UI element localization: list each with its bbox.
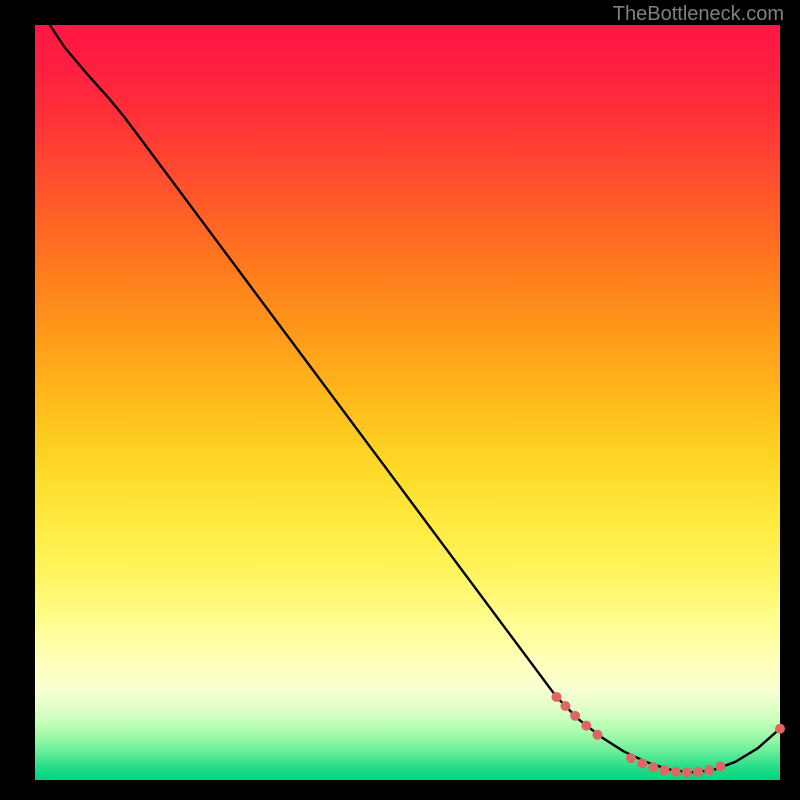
data-marker xyxy=(660,765,670,775)
data-marker xyxy=(715,761,725,771)
data-marker xyxy=(775,724,785,734)
data-marker xyxy=(704,765,714,775)
data-marker xyxy=(626,753,636,763)
data-marker xyxy=(648,762,658,772)
data-marker xyxy=(552,692,562,702)
data-marker xyxy=(682,767,692,777)
plot-area xyxy=(35,25,780,780)
data-marker xyxy=(671,767,681,777)
curve-layer xyxy=(35,25,780,780)
data-marker xyxy=(637,758,647,768)
chart-frame: TheBottleneck.com xyxy=(0,0,800,800)
data-marker xyxy=(560,701,570,711)
bottleneck-curve xyxy=(50,25,780,772)
data-marker xyxy=(570,711,580,721)
watermark-text: TheBottleneck.com xyxy=(613,3,784,26)
data-marker xyxy=(581,721,591,731)
data-marker xyxy=(693,767,703,777)
data-marker xyxy=(592,730,602,740)
